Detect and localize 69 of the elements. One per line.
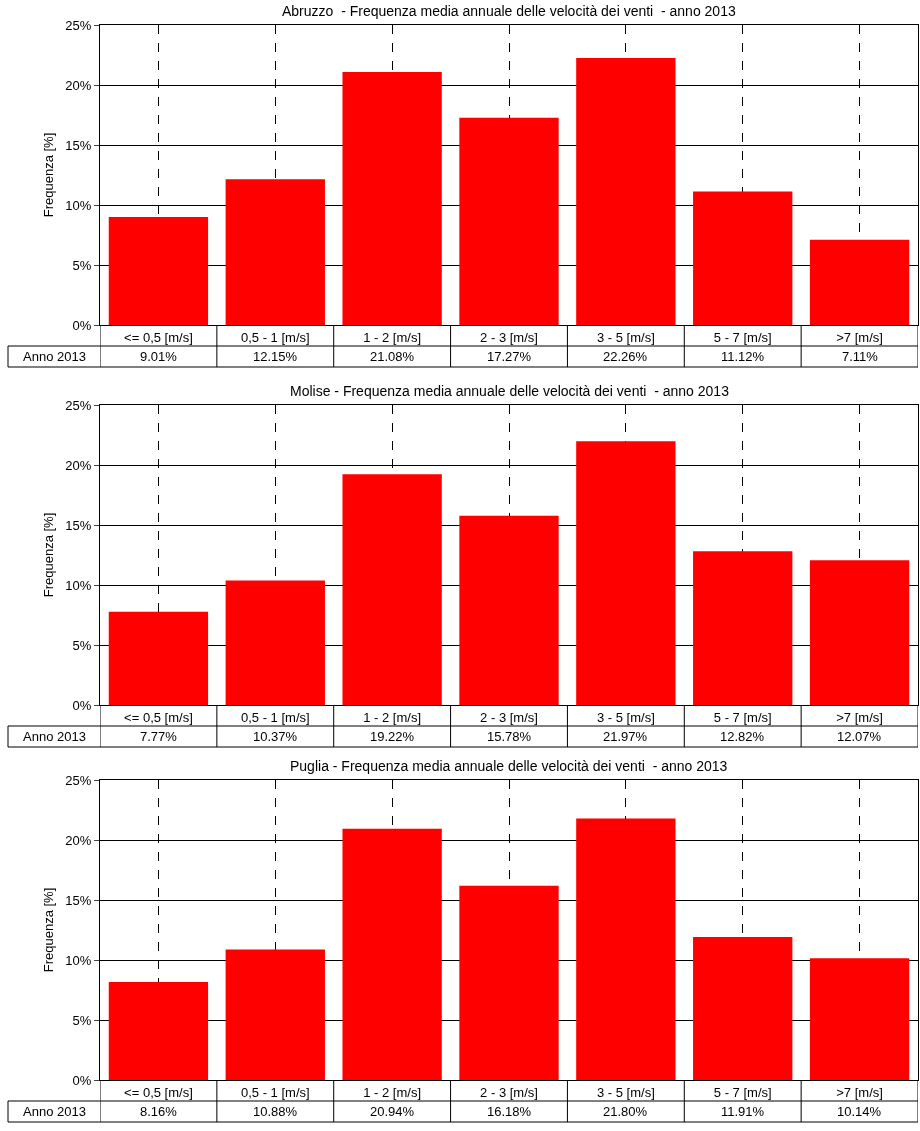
chart-title: Puglia - Frequenza media annuale delle velocità dei venti - anno 2013 xyxy=(290,758,728,774)
data-label: 11.91% xyxy=(721,1104,765,1119)
x-tick-label: 0,5 - 1 [m/s] xyxy=(240,709,310,725)
y-tick-label: 0% xyxy=(72,1072,92,1088)
y-axis-title: Frequenza [%] xyxy=(41,887,57,973)
x-tick-label: 3 - 5 [m/s] xyxy=(596,709,655,725)
data-label: 7.11% xyxy=(842,349,879,364)
y-axis-title: Frequenza [%] xyxy=(41,512,57,598)
x-tick-label: 1 - 2 [m/s] xyxy=(363,709,422,725)
x-tick-label: 2 - 3 [m/s] xyxy=(480,1084,538,1100)
y-tick-label: 5% xyxy=(72,257,92,273)
y-tick-label: 15% xyxy=(65,517,92,533)
x-tick-label: <= 0,5 [m/s] xyxy=(124,1084,193,1100)
y-tick-label: 20% xyxy=(65,77,92,93)
x-tick-label: 5 - 7 [m/s] xyxy=(713,329,772,345)
chart-title: Abruzzo - Frequenza media annuale delle velocità dei venti - anno 2013 xyxy=(282,3,736,19)
data-label: 10.37% xyxy=(253,729,298,744)
data-label: 7.77% xyxy=(140,729,178,744)
data-label: 12.15% xyxy=(253,349,298,364)
x-tick-label: 3 - 5 [m/s] xyxy=(596,329,655,345)
y-tick-label: 25% xyxy=(65,397,92,413)
y-tick-label: 20% xyxy=(65,457,92,473)
x-tick-label: 5 - 7 [m/s] xyxy=(713,709,772,725)
y-tick-label: 10% xyxy=(65,952,92,968)
y-tick-label: 25% xyxy=(65,17,92,33)
data-label: 19.22% xyxy=(370,729,415,744)
text: Anno 2013 xyxy=(23,1104,86,1119)
x-tick-label: 1 - 2 [m/s] xyxy=(363,1084,422,1100)
x-tick-label: >7 [m/s] xyxy=(836,1084,883,1100)
chart-title: Molise - Frequenza media annuale delle velocità dei venti - anno 2013 xyxy=(290,383,730,399)
x-tick-label: 2 - 3 [m/s] xyxy=(480,329,538,345)
data-label: 22.26% xyxy=(603,349,648,364)
data-label: 21.08% xyxy=(370,349,415,364)
y-tick-label: 10% xyxy=(65,197,92,213)
data-label: 17.27% xyxy=(487,349,532,364)
y-tick-label: 20% xyxy=(65,832,92,848)
x-tick-label: 2 - 3 [m/s] xyxy=(480,709,538,725)
data-label: 15.78% xyxy=(487,729,532,744)
y-tick-label: 5% xyxy=(72,637,92,653)
y-tick-label: 5% xyxy=(72,1012,92,1028)
y-tick-label: 15% xyxy=(65,892,92,908)
data-label: 12.82% xyxy=(720,729,765,744)
text: Anno 2013 xyxy=(23,729,86,744)
data-label: 12.07% xyxy=(837,729,882,744)
data-label: 10.88% xyxy=(253,1104,298,1119)
y-tick-label: 10% xyxy=(65,577,92,593)
data-label: 11.12% xyxy=(721,349,765,364)
y-tick-label: 0% xyxy=(72,697,92,713)
data-label: 10.14% xyxy=(837,1104,882,1119)
data-label: 16.18% xyxy=(487,1104,532,1119)
x-tick-label: 1 - 2 [m/s] xyxy=(363,329,422,345)
x-tick-label: 0,5 - 1 [m/s] xyxy=(240,1084,310,1100)
data-label: 20.94% xyxy=(370,1104,415,1119)
y-tick-label: 0% xyxy=(72,317,92,333)
x-tick-label: 3 - 5 [m/s] xyxy=(596,1084,655,1100)
y-tick-label: 15% xyxy=(65,137,92,153)
x-tick-label: 5 - 7 [m/s] xyxy=(713,1084,772,1100)
x-tick-label: 0,5 - 1 [m/s] xyxy=(240,329,310,345)
y-tick-label: 25% xyxy=(65,772,92,788)
y-axis-title: Frequenza [%] xyxy=(41,132,57,218)
data-label: 8.16% xyxy=(140,1104,178,1119)
x-tick-label: >7 [m/s] xyxy=(836,709,883,725)
x-tick-label: >7 [m/s] xyxy=(836,329,883,345)
data-label: 21.80% xyxy=(603,1104,648,1119)
data-label: 9.01% xyxy=(140,349,178,364)
data-label: 21.97% xyxy=(603,729,648,744)
x-tick-label: <= 0,5 [m/s] xyxy=(124,709,193,725)
text: Anno 2013 xyxy=(23,349,86,364)
x-tick-label: <= 0,5 [m/s] xyxy=(124,329,193,345)
